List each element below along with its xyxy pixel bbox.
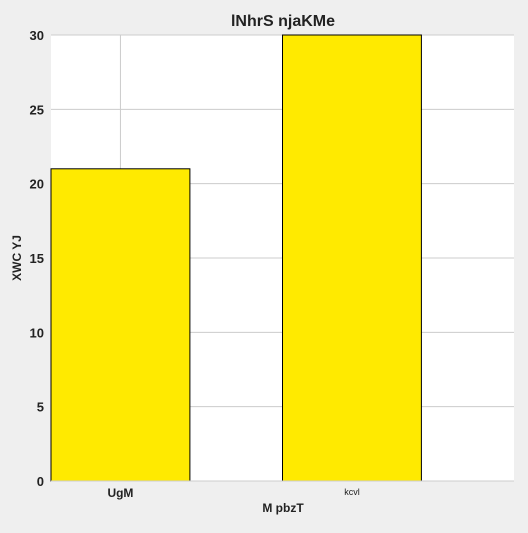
x-tick-labels: UgM kcvl (107, 486, 359, 500)
y-tick-label: 5 (37, 400, 44, 415)
x-tick-label: kcvl (344, 487, 360, 497)
bars (50, 34, 422, 482)
y-tick-label: 20 (30, 177, 44, 192)
y-tick-label: 10 (30, 325, 44, 340)
bar-UgM (50, 168, 191, 482)
chart-title: lNhrS njaKMe (231, 13, 335, 30)
y-tick-label: 0 (37, 474, 44, 489)
bar-kcvl (282, 34, 422, 482)
x-tick-label: UgM (107, 486, 133, 500)
y-tick-labels: 0 5 10 15 20 25 30 (30, 28, 44, 489)
y-tick-label: 30 (30, 28, 44, 43)
y-axis-label: XWC YJ (10, 235, 24, 281)
x-axis-label: M pbzT (262, 501, 304, 515)
y-tick-label: 15 (30, 251, 44, 266)
y-tick-label: 25 (30, 102, 44, 117)
